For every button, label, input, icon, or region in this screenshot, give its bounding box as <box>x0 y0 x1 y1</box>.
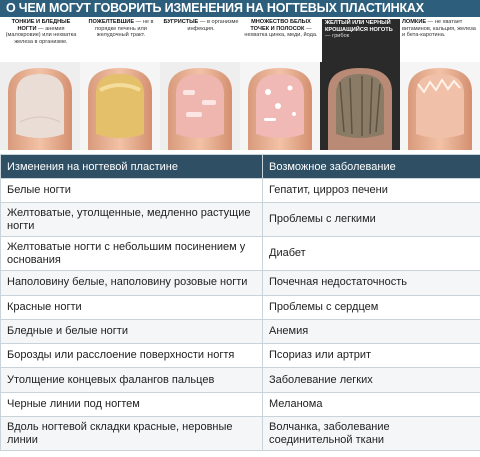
cell-nail-change: Бледные и белые ногти <box>0 318 263 345</box>
cell-disease: Почечная недостаточность <box>262 270 480 296</box>
nail-yellowed-icon <box>88 68 152 150</box>
header-possible-disease: Возможное заболевание <box>262 154 480 179</box>
caption-heading: ТОНКИЕ И БЛЕДНЫЕ НОГТИ <box>11 19 71 32</box>
table-row: Белые ногти Гепатит, цирроз печени <box>0 177 480 204</box>
caption-heading: ПОЖЕЛТЕВШИЕ <box>88 19 135 25</box>
caption-text: — не в порядке печень или желудочный тра… <box>95 19 154 39</box>
caption-heading: БУГРИСТЫЕ <box>163 19 199 25</box>
cell-disease: Проблемы с сердцем <box>262 294 480 320</box>
caption-bumpy: БУГРИСТЫЕ — в организме инфекция. <box>162 19 240 66</box>
table-row: Желтоватые ногти с небольшим посинением … <box>0 236 480 272</box>
table-row: Борозды или расслоение поверхности ногтя… <box>0 343 480 369</box>
nail-infographic: О ЧЕМ МОГУТ ГОВОРИТЬ ИЗМЕНЕНИЯ НА НОГТЕВ… <box>0 0 480 150</box>
caption-heading: ЛОМКИЕ <box>402 19 427 25</box>
cell-nail-change: Желтоватые ногти с небольшим посинением … <box>0 236 263 272</box>
symptoms-table: Изменения на ногтевой пластине Возможное… <box>0 154 480 452</box>
table-row: Вдоль ногтевой складки красные, неровные… <box>0 416 480 452</box>
cell-disease: Анемия <box>262 318 480 345</box>
cell-nail-change: Наполовину белые, наполовину розовые ног… <box>0 270 263 296</box>
caption-white-spots: МНОЖЕСТВО БЕЛЫХ ТОЧЕК И ПОЛОСОК — нехват… <box>242 19 320 66</box>
table-row: Бледные и белые ногти Анемия <box>0 318 480 345</box>
cell-nail-change: Белые ногти <box>0 177 263 204</box>
caption-text: — анемия (малокровие) или нехватка желез… <box>5 25 77 45</box>
symptoms-table-wrapper: Изменения на ногтевой пластине Возможное… <box>0 154 480 452</box>
caption-thin-pale: ТОНКИЕ И БЛЕДНЫЕ НОГТИ — анемия (малокро… <box>2 19 80 66</box>
cell-nail-change: Борозды или расслоение поверхности ногтя <box>0 343 263 369</box>
nail-illustrations <box>0 62 480 150</box>
cell-disease: Диабет <box>262 236 480 272</box>
cell-nail-change: Утолщение концевых фалангов пальцев <box>0 367 263 393</box>
infographic-captions: ТОНКИЕ И БЛЕДНЫЕ НОГТИ — анемия (малокро… <box>0 19 480 66</box>
nail-bumpy-icon <box>168 68 232 150</box>
header-nail-change: Изменения на ногтевой пластине <box>0 154 263 179</box>
cell-disease: Заболевание легких <box>262 367 480 393</box>
cell-disease: Псориаз или артрит <box>262 343 480 369</box>
caption-text: — не хватает витаминов, кальция, железа … <box>402 19 476 39</box>
caption-heading: МНОЖЕСТВО БЕЛЫХ ТОЧЕК И ПОЛОСОК <box>250 19 311 32</box>
cell-nail-change: Желтоватые, утолщенные, медленно растущи… <box>0 202 263 238</box>
cell-nail-change: Черные линии под ногтем <box>0 391 263 418</box>
cell-disease: Меланома <box>262 391 480 418</box>
caption-text: — в организме инфекция. <box>187 19 239 32</box>
table-row: Утолщение концевых фалангов пальцев Забо… <box>0 367 480 393</box>
cell-disease: Волчанка, заболевание соединительной тка… <box>262 416 480 452</box>
cell-disease: Проблемы с легкими <box>262 202 480 238</box>
nail-brittle-icon <box>408 68 472 150</box>
nail-thin-pale-icon <box>8 68 72 150</box>
table-row: Наполовину белые, наполовину розовые ног… <box>0 270 480 296</box>
nail-illustrations-svg <box>0 62 480 150</box>
caption-heading: ЖЕЛТЫЙ ИЛИ ЧЕРНЫЙ КРОШАЩИЙСЯ НОГОТЬ <box>325 20 393 33</box>
table-header-row: Изменения на ногтевой пластине Возможное… <box>0 154 480 179</box>
nail-fungus-icon <box>328 68 392 150</box>
table-row: Желтоватые, утолщенные, медленно растущи… <box>0 202 480 238</box>
table-row: Черные линии под ногтем Меланома <box>0 391 480 418</box>
cell-nail-change: Красные ногти <box>0 294 263 320</box>
cell-nail-change: Вдоль ногтевой складки красные, неровные… <box>0 416 263 452</box>
infographic-title: О ЧЕМ МОГУТ ГОВОРИТЬ ИЗМЕНЕНИЯ НА НОГТЕВ… <box>0 0 480 17</box>
table-row: Красные ногти Проблемы с сердцем <box>0 294 480 320</box>
caption-text: — нехватка цинка, меди, йода. <box>244 25 318 39</box>
caption-yellowed: ПОЖЕЛТЕВШИЕ — не в порядке печень или же… <box>82 19 160 66</box>
caption-text: — грибок <box>325 33 350 40</box>
caption-brittle: ЛОМКИЕ — не хватает витаминов, кальция, … <box>402 19 480 66</box>
nail-white-spots-icon <box>248 68 312 150</box>
cell-disease: Гепатит, цирроз печени <box>262 177 480 204</box>
caption-fungus: ЖЕЛТЫЙ ИЛИ ЧЕРНЫЙ КРОШАЩИЙСЯ НОГОТЬ — гр… <box>322 19 400 66</box>
